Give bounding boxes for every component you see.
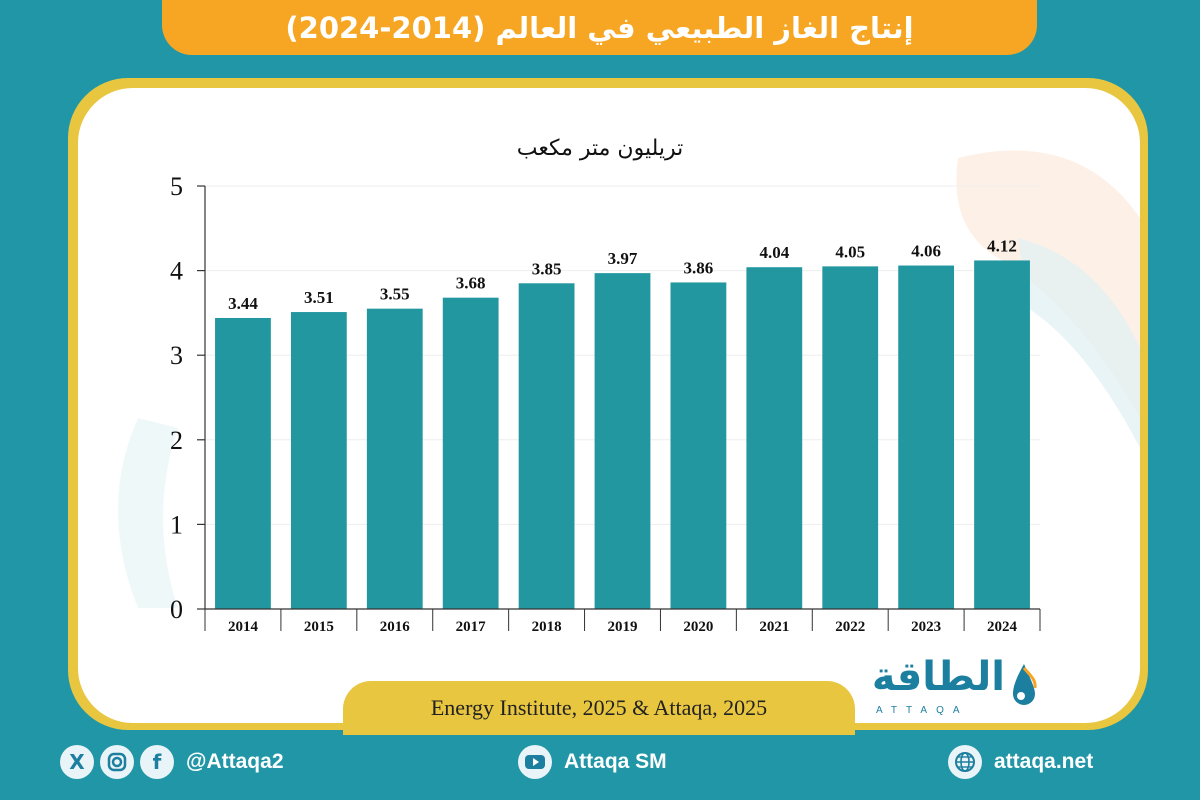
x-tick-label-2015: 2015 (304, 619, 334, 635)
logo-arabic: الطاقة (871, 654, 1005, 700)
y-tick-label-0: 0 (170, 595, 183, 624)
attaqa-logo: الطاقة ATTAQA (862, 654, 1047, 720)
title-banner: إنتاج الغاز الطبيعي في العالم (2014-2024… (162, 0, 1037, 55)
x-tick-label-2017: 2017 (456, 619, 487, 635)
website-link[interactable]: attaqa.net (948, 742, 1093, 782)
bar-2015 (290, 312, 347, 609)
logo-english: ATTAQA (876, 705, 969, 716)
drop-icon (1013, 664, 1037, 705)
data-label-2023: 4.06 (911, 242, 941, 261)
y-tick-label-1: 1 (170, 510, 183, 539)
y-tick-label-3: 3 (170, 341, 183, 370)
unit-label: تريليون متر مكعب (517, 136, 684, 161)
x-tick-label-2019: 2019 (608, 619, 638, 635)
bar-2019 (594, 273, 651, 609)
bars (215, 260, 1030, 609)
x-axis: 2014 2015 2016 2017 2018 2019 2020 2021 2022 2023… (204, 608, 1041, 635)
data-labels: 3.44 3.51 3.55 3.68 3.85 3.97 3.86 4.04 4.05 4.06… (228, 236, 1017, 313)
x-tick-label-2018: 2018 (532, 619, 562, 635)
social-handle[interactable]: @Attaqa2 (186, 750, 284, 773)
y-axis: 0 1 2 3 4 5 (170, 172, 206, 624)
data-label-2018: 3.85 (532, 259, 562, 278)
data-label-2015: 3.51 (304, 288, 334, 307)
x-tick-label-2020: 2020 (683, 619, 713, 635)
y-tick-label-2: 2 (170, 426, 183, 455)
social-links: X f @Attaqa2 (60, 742, 284, 782)
bar-2017 (442, 297, 499, 609)
bar-2014 (215, 317, 271, 609)
data-label-2014: 3.44 (228, 294, 258, 313)
bar-2020 (670, 282, 727, 609)
data-label-2021: 4.04 (759, 243, 789, 262)
bar-2023 (898, 265, 955, 609)
bar-2018 (518, 283, 575, 609)
chart-title: إنتاج الغاز الطبيعي في العالم (2014-2024… (285, 10, 914, 45)
bar-2022 (822, 266, 879, 609)
y-tick-label-5: 5 (170, 172, 183, 201)
x-tick-label-2021: 2021 (759, 619, 789, 635)
youtube-channel[interactable]: Attaqa SM (564, 750, 667, 773)
x-tick-label-2023: 2023 (911, 619, 941, 635)
x-tick-label-2022: 2022 (835, 619, 865, 635)
bar-2021 (746, 267, 803, 609)
x-tick-label-2024: 2024 (987, 619, 1018, 635)
bar-2016 (366, 308, 423, 609)
x-tick-label-2014: 2014 (228, 619, 259, 635)
y-tick-label-4: 4 (170, 257, 183, 286)
data-label-2020: 3.86 (684, 258, 714, 277)
data-label-2016: 3.55 (380, 285, 410, 304)
data-label-2019: 3.97 (608, 249, 638, 268)
website-url[interactable]: attaqa.net (994, 750, 1094, 773)
data-label-2024: 4.12 (987, 236, 1017, 255)
youtube-icon[interactable] (518, 745, 552, 779)
youtube-link[interactable]: Attaqa SM (518, 742, 667, 782)
bar-2024 (974, 260, 1030, 609)
source-pill: Energy Institute, 2025 & Attaqa, 2025 (343, 681, 855, 735)
watermark-swirl (118, 150, 1140, 608)
data-label-2022: 4.05 (835, 242, 865, 261)
x-tick-label-2016: 2016 (380, 619, 411, 635)
globe-icon[interactable] (948, 745, 982, 779)
source-text: Energy Institute, 2025 & Attaqa, 2025 (430, 695, 768, 720)
data-label-2017: 3.68 (456, 274, 486, 293)
x-icon[interactable]: X (60, 745, 94, 779)
instagram-icon[interactable] (100, 745, 134, 779)
facebook-icon[interactable]: f (140, 745, 174, 779)
